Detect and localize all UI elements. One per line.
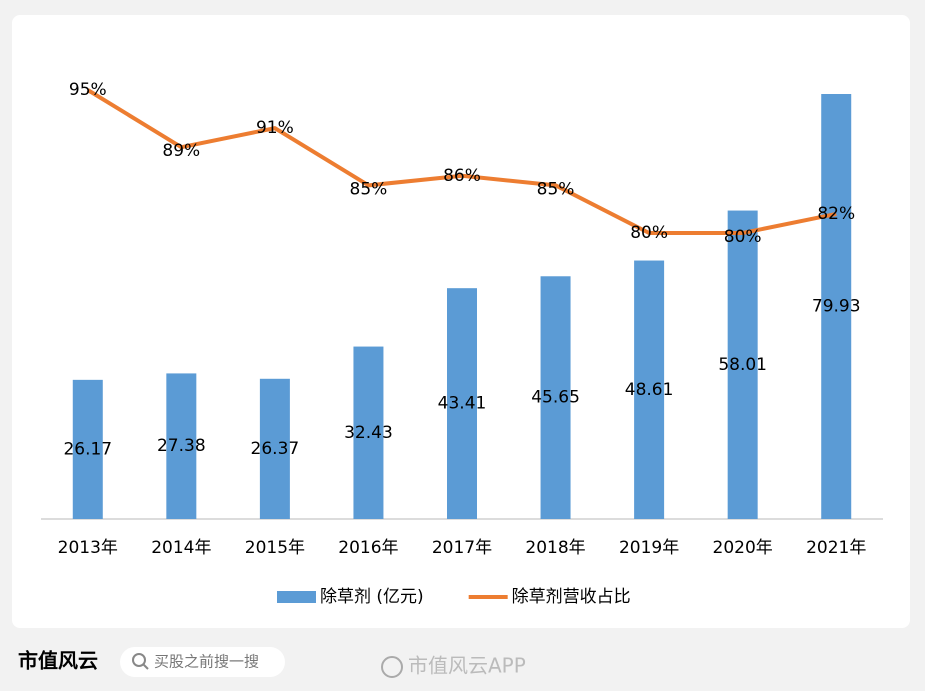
line-value-label: 80% bbox=[630, 223, 668, 243]
legend-label: 除草剂营收占比 bbox=[512, 587, 631, 607]
bar bbox=[259, 378, 290, 519]
x-tick-label: 2013年 bbox=[58, 538, 118, 558]
line-value-label: 89% bbox=[162, 141, 200, 161]
bar bbox=[540, 276, 571, 519]
bar bbox=[727, 210, 758, 519]
line-value-label: 85% bbox=[537, 179, 575, 199]
bar-value-label: 58.01 bbox=[718, 355, 767, 375]
line-value-label: 95% bbox=[69, 80, 107, 100]
line-value-label: 85% bbox=[350, 179, 388, 199]
bar-value-label: 27.38 bbox=[157, 436, 206, 456]
x-tick-label: 2019年 bbox=[619, 538, 679, 558]
bar-value-label: 48.61 bbox=[625, 380, 674, 400]
bar-value-label: 79.93 bbox=[812, 297, 861, 317]
legend-label: 除草剂 (亿元) bbox=[320, 587, 424, 607]
x-tick-label: 2021年 bbox=[806, 538, 866, 558]
x-tick-label: 2016年 bbox=[338, 538, 398, 558]
line-value-label: 80% bbox=[724, 227, 762, 247]
search-placeholder: 买股之前搜一搜 bbox=[154, 653, 259, 671]
bar-value-label: 26.37 bbox=[251, 439, 300, 459]
line bbox=[86, 88, 837, 235]
bar-value-label: 45.65 bbox=[531, 388, 580, 408]
x-tick-label: 2014年 bbox=[151, 538, 211, 558]
x-tick-label: 2018年 bbox=[525, 538, 585, 558]
x-tick-label: 2020年 bbox=[713, 538, 773, 558]
brand: 市值风云 bbox=[18, 649, 98, 673]
plot: 2013年 2014年 2015年 2016年 2017年 2018年 2019年 2020年… bbox=[58, 80, 867, 607]
watermark: 市值风云APP bbox=[408, 654, 526, 678]
search-box[interactable] bbox=[120, 647, 285, 677]
bar-value-label: 43.41 bbox=[438, 394, 487, 414]
bar bbox=[634, 260, 665, 519]
x-tick-label: 2015年 bbox=[245, 538, 305, 558]
line-value-label: 82% bbox=[817, 204, 855, 224]
bar bbox=[353, 346, 384, 519]
search-icon bbox=[132, 653, 146, 667]
bar-value-label: 32.43 bbox=[344, 423, 393, 443]
bar bbox=[821, 94, 852, 519]
legend-swatch bbox=[277, 591, 316, 603]
footer: 市值风云 买股之前搜一搜 市值风云APP bbox=[18, 647, 526, 678]
line-value-label: 86% bbox=[443, 166, 481, 186]
bar bbox=[72, 379, 103, 519]
line-value-label: 91% bbox=[256, 118, 294, 138]
bar-value-label: 26.17 bbox=[63, 439, 112, 459]
bar bbox=[447, 288, 477, 519]
x-tick-label: 2017年 bbox=[432, 538, 492, 558]
bar bbox=[166, 373, 197, 519]
search-icon-handle bbox=[142, 663, 149, 670]
watermark-icon bbox=[381, 656, 403, 678]
